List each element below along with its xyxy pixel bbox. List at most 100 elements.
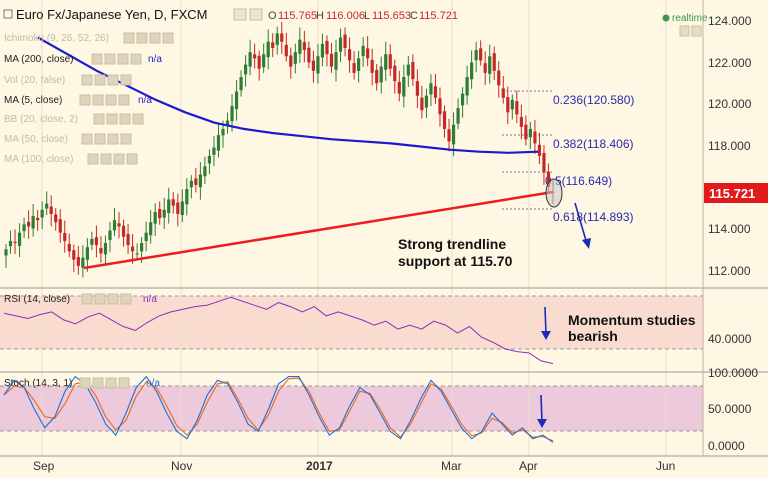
price-tick-120: 120.000 [708, 97, 752, 111]
rsi-panel-label[interactable]: RSI (14, close) [4, 294, 70, 305]
fib-label-0618: 0.618(114.893) [553, 210, 634, 224]
candle-body [189, 180, 193, 188]
candle-body [542, 152, 546, 173]
settings-icon[interactable] [233, 8, 247, 21]
rsi-tick-40: 40.0000 [708, 332, 752, 346]
candle-body [537, 144, 542, 156]
candle-body [198, 174, 202, 188]
last-price-badge [704, 183, 768, 203]
chart-close-icon[interactable] [691, 25, 702, 37]
candle-body [239, 77, 243, 91]
indicator-ma200-value: n/a [148, 54, 162, 65]
candle-body [271, 42, 275, 48]
candle-body [230, 106, 234, 122]
rsi-panel-value: n/a [143, 294, 157, 305]
candle-body [8, 240, 13, 247]
indicator-ma100-label[interactable]: MA (100, close) [4, 154, 73, 165]
stoch-d-line [3, 377, 554, 442]
indicator-ma5-label[interactable]: MA (5, close) [4, 95, 62, 106]
candle-body [307, 47, 311, 63]
candle-body [510, 99, 514, 110]
candle-body [90, 238, 94, 245]
candle-body [384, 54, 388, 70]
candle-body [497, 70, 501, 86]
stoch-panel-controls[interactable] [79, 377, 130, 389]
indicator-vol-label[interactable]: Vol (20, false) [4, 75, 65, 86]
candle-body [121, 225, 126, 237]
stoch-panel-label[interactable]: Stoch (14, 3, 1) [4, 378, 72, 389]
candle-body [167, 199, 171, 213]
candle-body [519, 116, 523, 127]
time-label-2017: 2017 [306, 459, 333, 473]
candle-body [515, 101, 519, 115]
time-label-nov: Nov [171, 459, 192, 473]
highlight-ellipse [545, 178, 563, 208]
candle-body [262, 54, 266, 68]
trendline-annotation-line1: Strong trendline [398, 236, 506, 252]
candle-body [451, 124, 456, 145]
indicator-ichimoku-controls[interactable] [123, 32, 174, 44]
ohlc-close-key: C [410, 10, 418, 22]
candle-body [438, 98, 442, 115]
symbol-title: Euro Fx/Japanese Yen, D, FXCM [16, 7, 207, 22]
candle-body [316, 56, 320, 74]
candle-body [49, 206, 53, 214]
stoch-tick-100: 100.0000 [708, 366, 758, 380]
time-label-mar: Mar [441, 459, 462, 473]
candle-body [483, 63, 487, 73]
candle-body [243, 64, 248, 75]
candle-body [212, 147, 216, 155]
candle-body [460, 93, 465, 106]
indicator-ma200-label[interactable]: MA (200, close) [4, 54, 73, 65]
candle-body [94, 237, 99, 246]
candle-body [447, 129, 451, 142]
candle-body [76, 256, 80, 266]
momentum-annotation-line1: Momentum studies [568, 312, 696, 328]
time-label-sep: Sep [33, 459, 55, 473]
candle-body [397, 81, 401, 94]
candle-body [528, 128, 532, 138]
candle-body [72, 250, 76, 260]
candle-body [546, 171, 551, 187]
chart-props-icon[interactable] [679, 25, 690, 37]
indicator-vol-controls[interactable] [81, 74, 132, 86]
candle-body [135, 253, 139, 255]
indicator-ma100-controls[interactable] [87, 153, 138, 165]
candle-body [393, 65, 397, 82]
indicator-ma50-label[interactable]: MA (50, close) [4, 134, 68, 145]
hide-icon[interactable] [249, 8, 263, 21]
indicator-ma5-controls[interactable] [79, 94, 130, 106]
rsi-panel-controls[interactable] [81, 293, 132, 305]
candle-body [379, 66, 383, 83]
candle-body [334, 52, 338, 70]
candle-body [140, 243, 144, 252]
candle-body [442, 111, 447, 129]
candle-body [22, 224, 26, 232]
candle-body [36, 217, 40, 221]
candle-body [524, 124, 528, 140]
stoch-tick-0: 0.0000 [708, 439, 745, 453]
collapse-toggle-icon[interactable] [3, 9, 13, 19]
candle-body [402, 77, 406, 97]
candle-body [388, 54, 392, 69]
candle-body [216, 135, 221, 151]
candle-body [85, 247, 89, 260]
indicator-ma5-value: n/a [138, 95, 152, 106]
indicator-ma200-controls[interactable] [91, 53, 142, 65]
indicator-bb-label[interactable]: BB (20, close, 2) [4, 114, 78, 125]
indicator-bb-controls[interactable] [93, 113, 144, 125]
candle-body [31, 216, 35, 229]
candle-body [411, 62, 415, 80]
indicator-ma50-controls[interactable] [81, 133, 132, 145]
price-tick-122: 122.000 [708, 56, 752, 70]
candle-body [424, 95, 429, 108]
candle-body [329, 53, 334, 67]
candle-body [361, 45, 365, 57]
realtime-label: realtime [672, 13, 708, 24]
candle-body [266, 41, 270, 58]
indicator-ichimoku-label[interactable]: Ichimoku (9, 26, 52, 26) [4, 33, 109, 44]
candle-body [225, 120, 230, 126]
candle-body [130, 246, 135, 252]
candle-body [58, 219, 62, 233]
candle-body [153, 211, 157, 224]
